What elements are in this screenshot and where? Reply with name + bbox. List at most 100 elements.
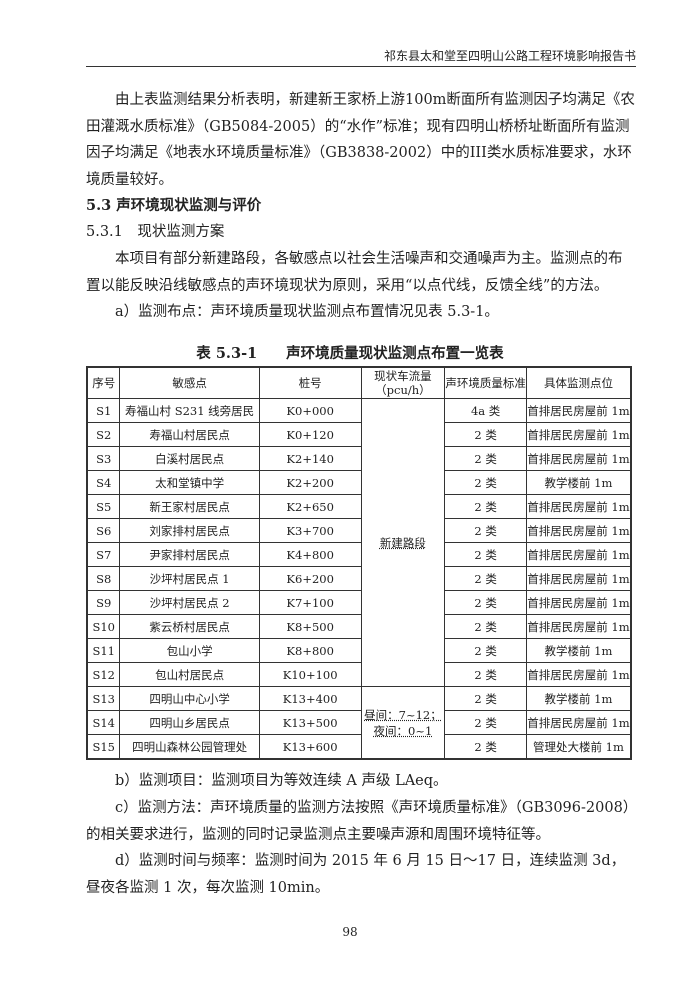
- table-row: S15 四明山森林公园管理处 K13+600 2 类管理处大楼前 1m: [86, 734, 632, 760]
- table-row: S13 四明山中心小学 K13+400 昼间：7~12；夜间：0~1 2 类教学楼前 1…: [86, 686, 632, 760]
- table-row: S1 寿福山村 S231 线旁居民 K0+000 新建路段 4a 类首排居民房屋前 1m: [86, 398, 632, 687]
- table-row: S4 太和堂镇中学 K2+200 2 类教学楼前 1m: [86, 470, 632, 495]
- table-cell: S4: [86, 470, 121, 495]
- table-cell: 紫云桥村居民点: [119, 614, 260, 639]
- table-row: S14 四明山乡居民点 K13+500 2 类首排居民房屋前 1m: [86, 710, 632, 735]
- table-cell: K2+200: [258, 470, 362, 495]
- table-cell: 尹家排村居民点: [119, 542, 260, 567]
- header-cell: 序号: [86, 366, 121, 399]
- table-cell: S14: [86, 710, 121, 735]
- table-cell: 2 类: [444, 518, 527, 543]
- table-row: S8 沙坪村居民点 1 K6+200 2 类首排居民房屋前 1m: [86, 566, 632, 591]
- table-cell: 包山小学: [119, 638, 260, 663]
- table-cell: K2+140: [258, 446, 362, 471]
- table-cell: 白溪村居民点: [119, 446, 260, 471]
- table-cell: S5: [86, 494, 121, 519]
- table-cell: 四明山乡居民点: [119, 710, 260, 735]
- table-cell: S12: [86, 662, 121, 687]
- table-cell: 沙坪村居民点 1: [119, 566, 260, 591]
- table-cell: 2 类: [444, 638, 527, 663]
- table-cell: 2 类: [444, 446, 527, 471]
- table-cell: 2 类: [444, 686, 527, 711]
- table-cell: 四明山中心小学: [119, 686, 260, 711]
- table-cell: 首排居民房屋前 1m: [525, 590, 632, 615]
- table-cell: S2: [86, 422, 121, 447]
- table-cell: 太和堂镇中学: [119, 470, 260, 495]
- table-cell: K6+200: [258, 566, 362, 591]
- table-cell: S1: [86, 398, 121, 423]
- table-cell: 寿福山村 S231 线旁居民: [119, 398, 260, 423]
- table-cell: 刘家排村居民点: [119, 518, 260, 543]
- table-cell: K4+800: [258, 542, 362, 567]
- section-heading: 5.3 声环境现状监测与评价: [86, 197, 262, 214]
- subsection-heading: 5.3.1 现状监测方案: [86, 224, 225, 240]
- paragraph-monitoring-plan: 本项目有部分新建路段，各敏感点以社会生活噪声和交通噪声为主。监测点的布置以能反映…: [86, 251, 623, 294]
- table-cell: 首排居民房屋前 1m: [525, 446, 632, 471]
- table-cell: 教学楼前 1m: [525, 470, 632, 495]
- table-cell: 2 类: [444, 734, 527, 760]
- table-cell: 2 类: [444, 494, 527, 519]
- table-cell: K10+100: [258, 662, 362, 687]
- table-row: S7 尹家排村居民点 K4+800 2 类首排居民房屋前 1m: [86, 542, 632, 567]
- table-cell: K8+500: [258, 614, 362, 639]
- table-cell: 四明山森林公园管理处: [119, 734, 260, 760]
- table-cell: S11: [86, 638, 121, 663]
- table-row: S5 新王家村居民点 K2+650 2 类首排居民房屋前 1m: [86, 494, 632, 519]
- traffic-flow-cell: 新建路段: [360, 398, 446, 687]
- table-row: S6 刘家排村居民点 K3+700 2 类首排居民房屋前 1m: [86, 518, 632, 543]
- paragraph-method: c）监测方法：声环境质量的监测方法按照《声环境质量标准》（GB3096-2008…: [86, 800, 631, 843]
- table-row: S3 白溪村居民点 K2+140 2 类首排居民房屋前 1m: [86, 446, 632, 471]
- table-cell: 首排居民房屋前 1m: [525, 398, 632, 423]
- table-cell: 首排居民房屋前 1m: [525, 518, 632, 543]
- table-cell: 沙坪村居民点 2: [119, 590, 260, 615]
- table-cell: 2 类: [444, 542, 527, 567]
- table-cell: S13: [86, 686, 121, 711]
- table-row: S10 紫云桥村居民点 K8+500 2 类首排居民房屋前 1m: [86, 614, 632, 639]
- table-cell: 2 类: [444, 614, 527, 639]
- table-cell: K13+500: [258, 710, 362, 735]
- table-cell: 寿福山村居民点: [119, 422, 260, 447]
- header-cell: 桩号: [258, 366, 362, 399]
- table-cell: 首排居民房屋前 1m: [525, 662, 632, 687]
- table-cell: 管理处大楼前 1m: [525, 734, 632, 760]
- header-cell: 敏感点: [119, 366, 260, 399]
- table-cell: S9: [86, 590, 121, 615]
- table-cell: 包山村居民点: [119, 662, 260, 687]
- table-cell: 2 类: [444, 470, 527, 495]
- table-cell: 教学楼前 1m: [525, 638, 632, 663]
- table-cell: 新王家村居民点: [119, 494, 260, 519]
- header-cell: 声环境质量标准: [444, 366, 527, 399]
- table-cell: 4a 类: [444, 398, 527, 423]
- table-row: S11 包山小学 K8+800 2 类教学楼前 1m: [86, 638, 632, 663]
- table-cell: K3+700: [258, 518, 362, 543]
- running-header: 祁东县太和堂至四明山公路工程环境影响报告书: [383, 49, 636, 63]
- table-cell: K8+800: [258, 638, 362, 663]
- table-row: S2 寿福山村居民点 K0+120 2 类首排居民房屋前 1m: [86, 422, 632, 447]
- table-cell: 首排居民房屋前 1m: [525, 710, 632, 735]
- page-number: 98: [342, 925, 358, 939]
- traffic-flow-cell: 昼间：7~12；夜间：0~1: [360, 686, 446, 760]
- table-row: S9 沙坪村居民点 2 K7+100 2 类首排居民房屋前 1m: [86, 590, 632, 615]
- header-cell: 具体监测点位: [525, 366, 632, 399]
- table-cell: K2+650: [258, 494, 362, 519]
- paragraph-water-conclusion: 由上表监测结果分析表明，新建新王家桥上游100m断面所有监测因子均满足《农田灌溉…: [86, 92, 635, 188]
- table-cell: K7+100: [258, 590, 362, 615]
- table-cell: 首排居民房屋前 1m: [525, 422, 632, 447]
- table-cell: 2 类: [444, 422, 527, 447]
- table-cell: S3: [86, 446, 121, 471]
- paragraph-time: d）监测时间与频率：监测时间为 2015 年 6 月 15 日～17 日，连续监…: [86, 853, 626, 896]
- table-cell: S10: [86, 614, 121, 639]
- table-cell: S15: [86, 734, 121, 760]
- table-cell: 2 类: [444, 662, 527, 687]
- table-cell: 首排居民房屋前 1m: [525, 494, 632, 519]
- table-cell: 教学楼前 1m: [525, 686, 632, 711]
- table-cell: S6: [86, 518, 121, 543]
- table-row: S12 包山村居民点 K10+100 2 类首排居民房屋前 1m: [86, 662, 632, 687]
- paragraph-items: b）监测项目：监测项目为等效连续 A 声级 LAeq。: [115, 773, 448, 789]
- paragraph-point-layout: a）监测布点：声环境质量现状监测点布置情况见表 5.3-1。: [115, 304, 499, 320]
- table-cell: S8: [86, 566, 121, 591]
- table-cell: 首排居民房屋前 1m: [525, 566, 632, 591]
- table-caption: 表 5.3-1 声环境质量现状监测点布置一览表: [196, 345, 504, 362]
- header-rule: [86, 66, 636, 67]
